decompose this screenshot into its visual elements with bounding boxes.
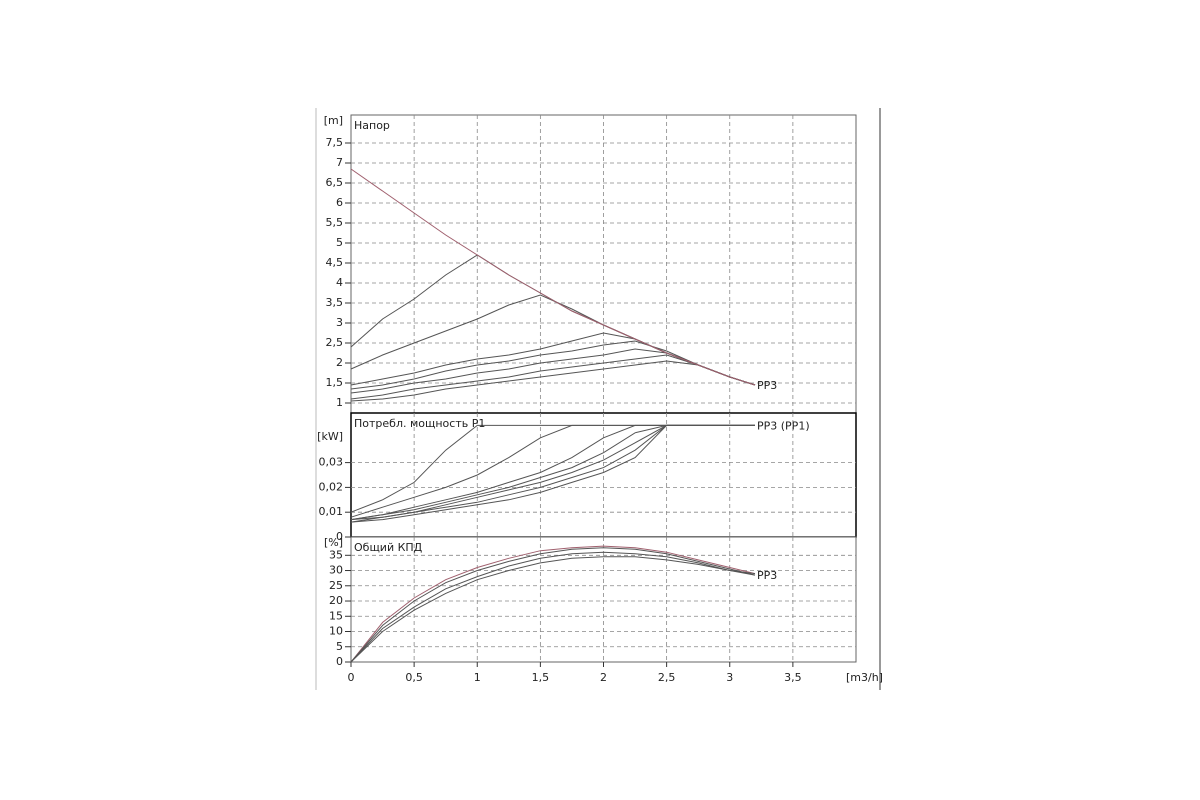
y-axis-label: [m] — [324, 114, 343, 127]
y-tick-label: 3 — [336, 316, 343, 329]
x-tick-label: 1,5 — [532, 671, 550, 684]
y-tick-label: 4 — [336, 276, 343, 289]
y-tick-label: 7 — [336, 156, 343, 169]
y-tick-label: 10 — [329, 625, 343, 638]
curve — [350, 556, 756, 663]
y-tick-label: 5 — [336, 640, 343, 653]
curve — [350, 545, 756, 663]
y-axis-label: [%] — [324, 536, 343, 549]
x-tick-label: 3 — [726, 671, 733, 684]
y-tick-label: 5 — [336, 236, 343, 249]
x-tick-label: 1 — [474, 671, 481, 684]
y-tick-label: 1 — [336, 396, 343, 409]
y-tick-label: 0,01 — [319, 505, 344, 518]
y-tick-label: 7,5 — [326, 136, 344, 149]
y-axis-label: [kW] — [317, 430, 343, 443]
y-tick-label: 25 — [329, 579, 343, 592]
y-tick-label: 5,5 — [326, 216, 344, 229]
curve-end-label: PP3 — [757, 379, 777, 392]
y-tick-label: 4,5 — [326, 256, 344, 269]
curve — [350, 547, 756, 663]
panel-title: Общий КПД — [354, 541, 423, 554]
y-tick-label: 2,5 — [326, 336, 344, 349]
curve — [350, 360, 756, 402]
x-tick-label: 0 — [348, 671, 355, 684]
y-tick-label: 0 — [336, 530, 343, 543]
x-tick-label: 2 — [600, 671, 607, 684]
x-tick-label: 0,5 — [405, 671, 423, 684]
y-tick-label: 20 — [329, 594, 343, 607]
curve-end-label: PP3 — [757, 569, 777, 582]
curve — [350, 168, 756, 386]
y-tick-label: 6 — [336, 196, 343, 209]
y-tick-label: 6,5 — [326, 176, 344, 189]
panel-title: Потребл. мощность P1 — [354, 417, 485, 430]
y-tick-label: 1,5 — [326, 376, 344, 389]
curve-end-label: PP3 (PP1) — [757, 419, 810, 432]
y-tick-label: 15 — [329, 609, 343, 622]
y-tick-label: 0,02 — [319, 480, 344, 493]
y-tick-label: 3,5 — [326, 296, 344, 309]
y-tick-label: 35 — [329, 548, 343, 561]
y-tick-label: 0 — [336, 655, 343, 668]
x-tick-label: 2,5 — [658, 671, 676, 684]
y-tick-label: 2 — [336, 356, 343, 369]
curve — [350, 424, 755, 523]
panel-title: Напор — [354, 119, 390, 132]
x-axis-label: [m3/h] — [846, 671, 883, 684]
y-tick-label: 30 — [329, 564, 343, 577]
y-tick-label: 0,03 — [319, 456, 344, 469]
curve — [350, 551, 756, 663]
x-tick-label: 3,5 — [784, 671, 802, 684]
